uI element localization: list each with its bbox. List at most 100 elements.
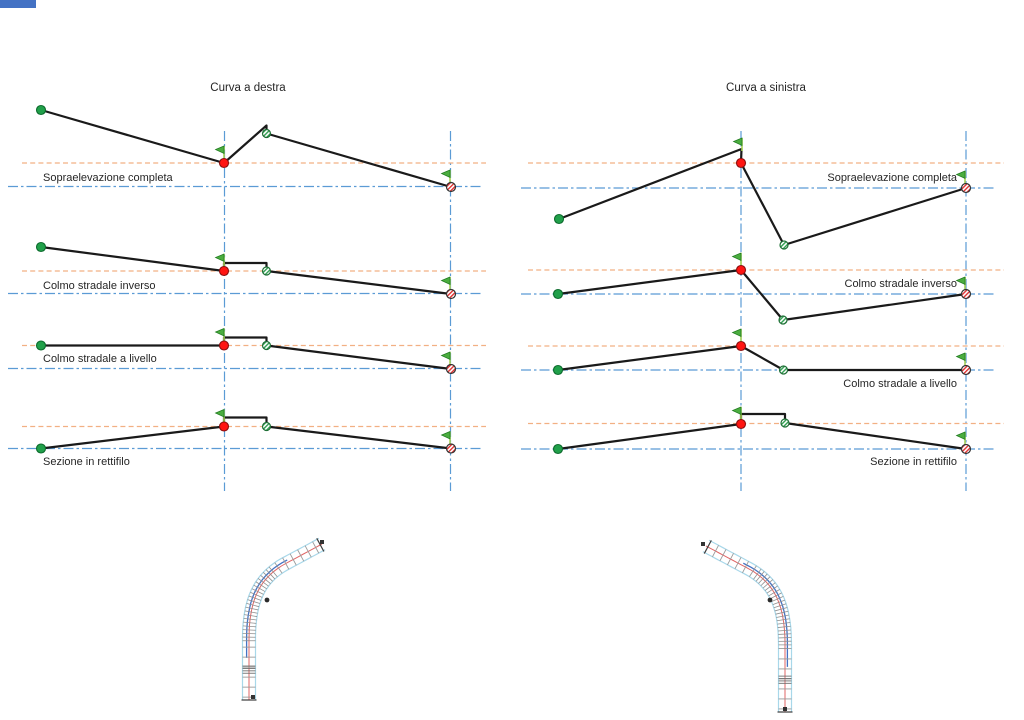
end-grip-icon [960, 364, 972, 376]
section-tick [772, 599, 786, 606]
section-tick [775, 610, 789, 615]
start-grip-icon [35, 241, 47, 253]
edge-grip-icon [261, 421, 272, 432]
grip-flag-icon [214, 408, 225, 424]
diagram-title: Curva a destra [210, 82, 286, 94]
road-edge [708, 539, 793, 712]
grip-flag-icon [214, 145, 225, 160]
row-sezione-in-rettifilo: Sezione in rettifilo [521, 406, 1004, 468]
row-label: Sopraelevazione completa [827, 172, 958, 184]
grip-flag-icon [955, 431, 966, 446]
section-tick [774, 607, 788, 612]
section-tick [316, 538, 325, 552]
grip-flag-icon [214, 327, 225, 343]
section-tick [250, 591, 263, 598]
section-tick [769, 592, 782, 600]
section-tick [289, 553, 297, 566]
profile-line [39, 416, 453, 450]
plan-end-marker [320, 540, 324, 544]
section-tick [257, 578, 269, 587]
section-tick [246, 602, 260, 608]
grip-flag-icon [440, 276, 451, 291]
profile-line [39, 245, 453, 296]
grip-flag-icon [440, 430, 451, 446]
plan-mid-marker [767, 597, 773, 603]
edge-grip-icon [778, 315, 788, 325]
start-grip-icon [553, 213, 565, 225]
section-tick [742, 561, 749, 574]
section-tick [768, 588, 780, 597]
edge-grip-icon [779, 240, 789, 250]
section-tick [282, 557, 290, 570]
start-grip-icon [35, 104, 47, 116]
plan-centerline-path [706, 546, 785, 712]
start-grip-icon [35, 340, 47, 351]
plan-view-right-curve [241, 537, 326, 701]
section-tick [304, 545, 312, 558]
section-tick [727, 553, 734, 566]
section-tick [297, 549, 305, 562]
grip-flag-icon [955, 170, 966, 185]
start-grip-icon [552, 364, 564, 376]
section-tick [776, 618, 790, 622]
edge-grip-icon [261, 128, 272, 139]
grip-flag-icon [955, 276, 966, 291]
section-tick [703, 540, 712, 554]
section-tick [719, 549, 727, 562]
start-grip-icon [552, 443, 564, 455]
row-colmo-stradale-inverso: Colmo stradale inverso [521, 252, 1004, 325]
section-tick [260, 575, 271, 585]
row-colmo-stradale-a-livello: Colmo stradale a livello [521, 328, 1004, 390]
section-tick [749, 565, 757, 577]
plan-road-left-curve [702, 539, 793, 713]
corner-artifact-bar [0, 0, 36, 8]
row-label: Colmo stradale inverso [845, 278, 958, 290]
plan-road-right-curve [241, 537, 326, 701]
edge-grip-icon [778, 365, 789, 375]
profile-line [39, 108, 453, 189]
plan-superelevation-line [742, 562, 789, 667]
grip-flag-icon [731, 328, 742, 343]
section-tick [251, 588, 264, 595]
pivot-grip-icon [735, 340, 747, 352]
pivot-grip-icon [218, 157, 230, 169]
section-tick [762, 579, 774, 589]
row-colmo-stradale-a-livello: Colmo stradale a livello [8, 327, 486, 375]
road-edge [241, 537, 320, 700]
section-tick [255, 581, 267, 590]
grip-flag-icon [955, 352, 966, 367]
grip-flag-icon [731, 252, 742, 267]
plan-superelevation-line [245, 559, 288, 658]
plan-end-marker [251, 695, 255, 699]
section-tick [262, 572, 273, 582]
row-label: Sezione in rettifilo [870, 456, 957, 468]
plan-centerline-path [249, 544, 322, 700]
section-tick [242, 629, 256, 631]
pivot-grip-icon [735, 157, 747, 169]
end-grip-icon [445, 443, 457, 454]
section-tick [312, 541, 320, 554]
section-tick [242, 625, 256, 628]
section-tick [755, 571, 765, 582]
section-tick [712, 545, 719, 558]
plan-end-marker [701, 542, 705, 546]
row-label: Sopraelevazione completa [43, 172, 174, 184]
end-grip-icon [445, 363, 457, 375]
section-tick [734, 557, 742, 570]
pivot-grip-icon [218, 421, 230, 432]
row-label: Colmo stradale inverso [43, 280, 156, 292]
grip-flag-icon [440, 351, 451, 366]
plan-end-marker [783, 707, 787, 711]
section-tick [778, 633, 792, 635]
section-tick [265, 569, 276, 580]
section-tick [760, 576, 771, 587]
section-tick [773, 603, 787, 609]
pivot-grip-icon [218, 265, 230, 277]
section-tick [253, 584, 266, 592]
start-grip-icon [35, 443, 47, 454]
section-tick [243, 621, 257, 624]
edge-grip-icon [261, 340, 272, 351]
section-tick [777, 625, 791, 628]
